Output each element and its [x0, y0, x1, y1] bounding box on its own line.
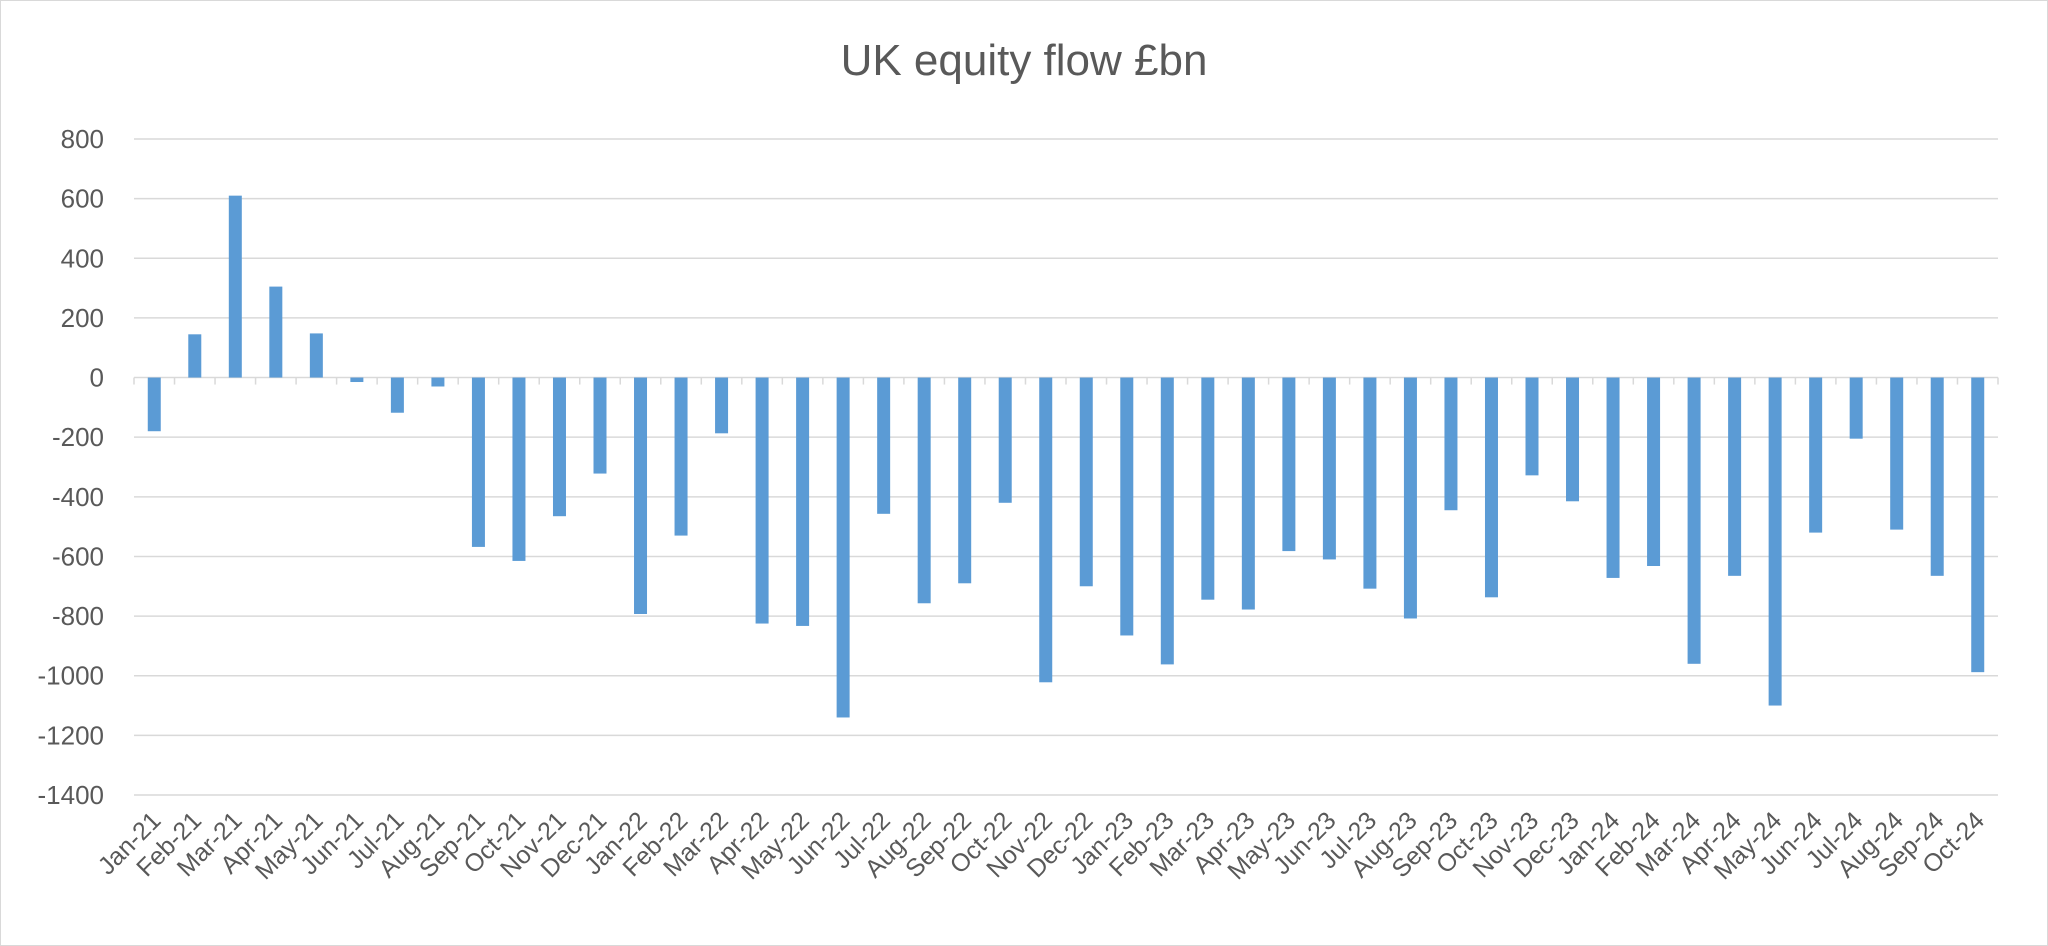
bar	[877, 377, 891, 514]
bar	[1201, 377, 1215, 600]
bar	[998, 377, 1012, 503]
y-tick-label: 600	[61, 184, 104, 214]
bar	[674, 377, 688, 536]
x-axis-tick-labels: Jan-21Feb-21Mar-21Apr-21May-21Jun-21Jul-…	[93, 806, 1990, 885]
y-axis-tick-labels: 800 600 400 200 0 -200 -400 -600 -800 -1000 -1200 -…	[38, 124, 105, 810]
bar	[1160, 377, 1174, 665]
bar	[1809, 377, 1823, 533]
bar	[1849, 377, 1863, 439]
bar	[796, 377, 810, 626]
bar	[1484, 377, 1498, 598]
bar	[1039, 377, 1053, 683]
bar	[309, 333, 323, 378]
bar	[1647, 377, 1661, 566]
bar	[1606, 377, 1620, 578]
y-tick-label: 400	[61, 243, 104, 273]
bar	[593, 377, 607, 474]
bar	[958, 377, 972, 584]
bar	[471, 377, 485, 547]
bar	[1444, 377, 1458, 511]
bar	[431, 377, 445, 387]
bar	[552, 377, 566, 517]
y-tick-label: -200	[52, 422, 104, 452]
bar	[1079, 377, 1093, 587]
y-tick-label: -1400	[38, 780, 105, 810]
y-tick-label: -1000	[38, 661, 105, 691]
bar	[1566, 377, 1580, 502]
bar	[917, 377, 931, 604]
bar	[1971, 377, 1985, 673]
bar	[1322, 377, 1336, 560]
bar	[1403, 377, 1417, 619]
bar	[269, 286, 283, 378]
y-tick-label: 800	[61, 124, 104, 154]
y-tick-label: 200	[61, 303, 104, 333]
bar	[1282, 377, 1296, 552]
bar	[1768, 377, 1782, 706]
bar	[1890, 377, 1904, 530]
gridlines	[133, 138, 1999, 796]
chart-title: UK equity flow £bn	[840, 36, 1208, 85]
bar	[228, 195, 242, 378]
bar	[634, 377, 648, 615]
bar	[1728, 377, 1742, 576]
bar	[1120, 377, 1134, 636]
y-tick-label: -1200	[38, 720, 105, 750]
bar	[1930, 377, 1944, 576]
bar	[350, 377, 364, 383]
bar	[1241, 377, 1255, 610]
bar	[512, 377, 526, 561]
bar	[188, 334, 202, 378]
bar	[390, 377, 404, 413]
y-tick-label: -400	[52, 482, 104, 512]
y-tick-label: -800	[52, 601, 104, 631]
bar	[755, 377, 769, 624]
bar	[1363, 377, 1377, 589]
bar	[1687, 377, 1701, 664]
y-tick-label: -600	[52, 541, 104, 571]
bar	[1525, 377, 1539, 476]
bar-series	[147, 195, 1985, 718]
bar	[715, 377, 729, 434]
y-tick-label: 0	[90, 363, 104, 393]
bar	[836, 377, 850, 718]
bar	[147, 377, 161, 432]
